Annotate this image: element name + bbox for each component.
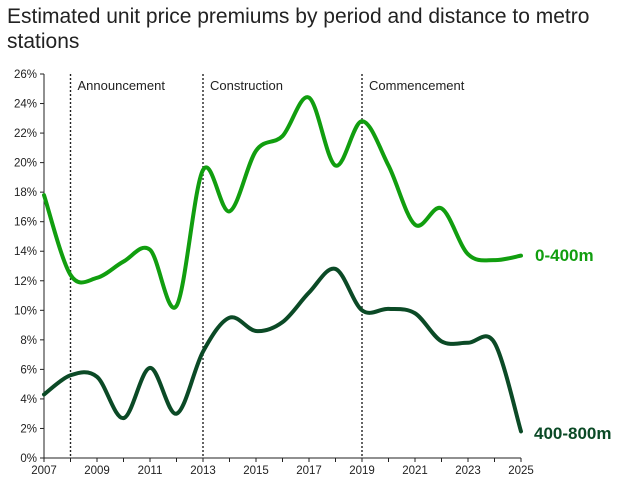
series-label-400-800m: 400-800m xyxy=(534,424,612,443)
period-label: Construction xyxy=(210,78,283,93)
x-tick-label: 2013 xyxy=(190,465,216,477)
y-tick-label: 4% xyxy=(20,394,37,406)
y-tick-label: 12% xyxy=(14,276,37,288)
chart-title: Estimated unit price premiums by period … xyxy=(7,5,590,53)
y-tick-label: 20% xyxy=(14,158,37,170)
series-line-0-400m xyxy=(42,95,523,310)
series-labels: 0-400m 400-800m xyxy=(534,246,612,443)
x-tick-label: 2025 xyxy=(508,465,534,477)
y-tick-label: 0% xyxy=(20,453,37,465)
x-tick-label: 2009 xyxy=(84,465,110,477)
x-tick-label: 2023 xyxy=(455,465,481,477)
x-tick-label: 2017 xyxy=(296,465,322,477)
x-tick-label: 2015 xyxy=(243,465,269,477)
y-tick-label: 18% xyxy=(14,187,37,199)
period-label: Announcement xyxy=(78,78,166,93)
period-markers: Announcement Construction Commencement xyxy=(69,74,465,458)
series-line-400-800m xyxy=(42,266,523,434)
y-tick-label: 10% xyxy=(14,305,37,317)
x-tick-label: 2011 xyxy=(138,465,163,477)
x-tick-label: 2007 xyxy=(31,465,57,477)
period-label: Commencement xyxy=(369,78,465,93)
y-tick-label: 22% xyxy=(14,128,37,140)
y-tick-label: 14% xyxy=(14,246,37,258)
y-tick-label: 6% xyxy=(20,364,37,376)
x-tick-label: 2019 xyxy=(349,465,375,477)
series-lines xyxy=(42,95,523,434)
series-label-0-400m: 0-400m xyxy=(535,246,594,265)
y-tick-label: 8% xyxy=(20,335,37,347)
x-tick-label: 2021 xyxy=(402,465,428,477)
y-tick-label: 2% xyxy=(20,423,37,435)
y-tick-label: 16% xyxy=(14,217,37,229)
axes: 0% 2% 4% 6% 8% 10% 12% 14% 16% 18% 20% 22% 24% 26% 200… xyxy=(14,69,534,477)
y-tick-label: 24% xyxy=(14,99,37,111)
y-tick-label: 26% xyxy=(14,69,37,81)
